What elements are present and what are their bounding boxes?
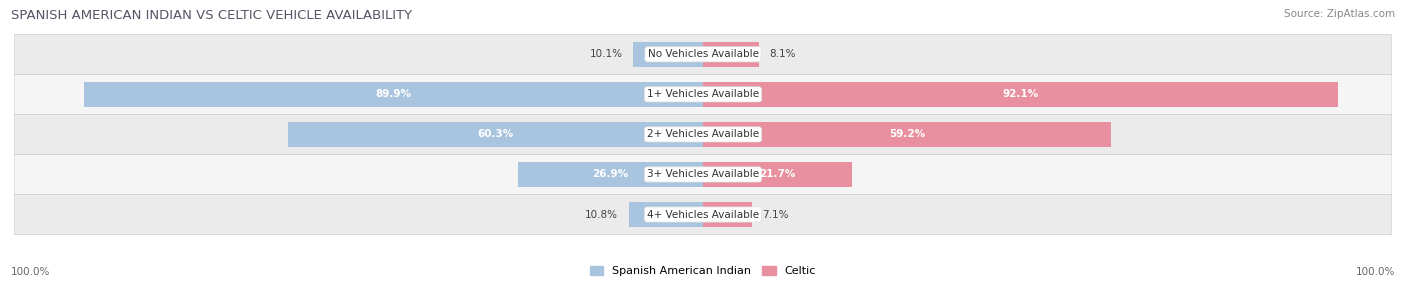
Text: 92.1%: 92.1% (1002, 90, 1038, 99)
Text: 21.7%: 21.7% (759, 170, 796, 179)
FancyBboxPatch shape (14, 194, 1392, 235)
Text: 2+ Vehicles Available: 2+ Vehicles Available (647, 130, 759, 139)
Text: 10.8%: 10.8% (585, 210, 619, 219)
Legend: Spanish American Indian, Celtic: Spanish American Indian, Celtic (585, 261, 821, 281)
Text: Source: ZipAtlas.com: Source: ZipAtlas.com (1284, 9, 1395, 19)
Bar (517, 162, 703, 187)
Text: 3+ Vehicles Available: 3+ Vehicles Available (647, 170, 759, 179)
FancyBboxPatch shape (14, 74, 1392, 114)
Text: SPANISH AMERICAN INDIAN VS CELTIC VEHICLE AVAILABILITY: SPANISH AMERICAN INDIAN VS CELTIC VEHICL… (11, 9, 412, 21)
Text: 1+ Vehicles Available: 1+ Vehicles Available (647, 90, 759, 99)
Text: 8.1%: 8.1% (769, 49, 796, 59)
FancyBboxPatch shape (14, 114, 1392, 154)
Text: 89.9%: 89.9% (375, 90, 412, 99)
FancyBboxPatch shape (14, 34, 1392, 74)
Text: 59.2%: 59.2% (889, 130, 925, 139)
Text: 100.0%: 100.0% (11, 267, 51, 277)
Bar (634, 42, 703, 67)
Bar (83, 82, 703, 107)
Bar (288, 122, 703, 147)
Text: 60.3%: 60.3% (477, 130, 513, 139)
Text: 10.1%: 10.1% (591, 49, 623, 59)
Bar (628, 202, 703, 227)
Text: 4+ Vehicles Available: 4+ Vehicles Available (647, 210, 759, 219)
Text: 26.9%: 26.9% (592, 170, 628, 179)
Bar (703, 162, 852, 187)
Text: 7.1%: 7.1% (762, 210, 789, 219)
Bar (703, 82, 1337, 107)
Text: No Vehicles Available: No Vehicles Available (648, 49, 758, 59)
FancyBboxPatch shape (14, 154, 1392, 194)
Bar (703, 202, 752, 227)
Bar (703, 42, 759, 67)
Bar (703, 122, 1111, 147)
Text: 100.0%: 100.0% (1355, 267, 1395, 277)
